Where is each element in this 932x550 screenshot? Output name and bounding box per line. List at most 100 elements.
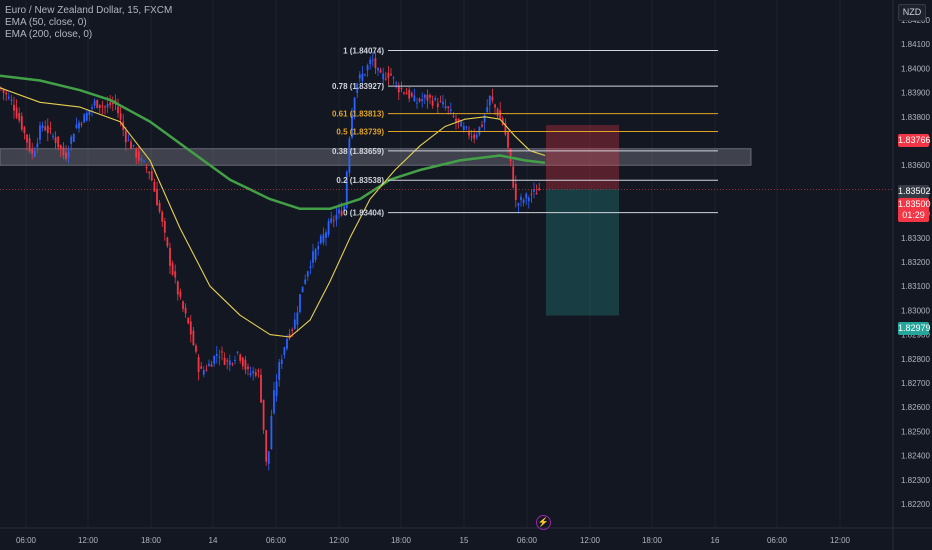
y-tick-label: 1.82800: [901, 355, 930, 364]
candle-body: [296, 312, 299, 325]
candle-body: [465, 126, 468, 128]
x-tick-label: 12:00: [78, 536, 99, 545]
y-tick-label: 1.83200: [901, 258, 930, 267]
candle-body: [169, 247, 171, 266]
candle-body: [283, 347, 286, 356]
candle-body: [371, 59, 374, 61]
candle-body: [15, 107, 18, 118]
candle-body: [317, 246, 320, 250]
candle-body: [78, 122, 80, 129]
candle-body: [286, 338, 288, 349]
candle-body: [104, 106, 106, 108]
candle-body: [249, 373, 252, 376]
candle-body: [327, 221, 330, 235]
candle-body: [46, 125, 49, 134]
candle-body: [403, 92, 405, 94]
candle-body: [75, 124, 78, 128]
candle-body: [176, 281, 179, 295]
ema200-line: [0, 74, 546, 211]
candle-body: [85, 112, 88, 121]
y-tick-label: 1.82500: [901, 427, 930, 436]
candle-body: [488, 95, 491, 106]
candle-body: [80, 123, 83, 125]
x-tick-label: 16: [711, 536, 720, 545]
candle-body: [275, 381, 278, 396]
ema200-legend[interactable]: EMA (200, close, 0): [5, 29, 93, 40]
candle-body: [538, 188, 541, 191]
symbol-label[interactable]: Euro / New Zealand Dollar, 15, FXCM: [5, 5, 173, 16]
x-tick-label: 12:00: [830, 536, 851, 545]
candle-body: [218, 356, 221, 358]
candle-body: [520, 196, 522, 201]
candle-body: [239, 354, 242, 361]
fib-retracement: 1 (1.84074) 0.78 (1.83927) 0.61 (1.83813) 0…: [332, 46, 718, 218]
candle-body: [382, 73, 385, 80]
candle-body: [483, 115, 486, 123]
candle-body: [2, 88, 5, 93]
candle-body: [62, 147, 65, 156]
candle-body: [109, 102, 112, 106]
candle-body: [410, 92, 413, 97]
x-tick-label: 12:00: [580, 536, 601, 545]
candle-body: [28, 138, 31, 152]
candle-body: [527, 197, 530, 202]
candle-body: [278, 362, 281, 380]
candle-body: [59, 145, 62, 149]
candle-body: [247, 366, 249, 370]
candle-body: [301, 286, 304, 293]
y-tick-label: 1.83100: [901, 282, 930, 291]
candle-body: [215, 354, 218, 357]
candle-body: [496, 108, 499, 117]
candle-body: [5, 92, 8, 95]
candle-body: [124, 131, 127, 143]
fib-level-label: 0.5 (1.83739): [336, 128, 384, 137]
candle-body: [447, 106, 450, 109]
currency-badge[interactable]: NZD: [898, 4, 926, 21]
candle-body: [304, 279, 307, 284]
candle-body: [72, 133, 75, 142]
candle-body: [202, 370, 205, 375]
candle-body: [182, 301, 184, 309]
stop-loss-zone: [546, 125, 619, 189]
candle-body: [499, 110, 502, 119]
x-tick-label: 18:00: [141, 536, 162, 545]
candle-body: [491, 96, 494, 101]
candle-body: [486, 106, 489, 112]
candle-body: [254, 372, 257, 376]
candle-body: [436, 103, 439, 108]
ema50-legend[interactable]: EMA (50, close, 0): [5, 17, 87, 28]
y-tick-label: 1.83800: [901, 113, 930, 122]
candle-body: [132, 145, 135, 147]
y-tick-label: 1.84000: [901, 64, 930, 73]
candle-body: [439, 101, 442, 103]
candle-body: [228, 360, 231, 366]
candle-body: [166, 237, 169, 247]
candle-body: [49, 127, 52, 129]
candle-body: [475, 134, 478, 138]
y-tick-label: 1.82300: [901, 476, 930, 485]
lightning-icon[interactable]: ⚡: [536, 515, 551, 530]
candle-body: [280, 359, 283, 365]
take-profit-price-tag: 1.82979: [898, 322, 931, 335]
entry-price-tag: 1.83502: [898, 185, 931, 198]
y-tick-label: 1.83000: [901, 306, 930, 315]
candle-body: [41, 125, 44, 128]
candle-body: [10, 99, 13, 101]
candle-body: [377, 68, 379, 71]
candle-body: [507, 131, 509, 148]
candle-body: [44, 126, 47, 131]
candle-body: [163, 220, 166, 233]
y-tick-label: 1.82600: [901, 403, 930, 412]
candle-body: [353, 97, 356, 115]
candle-body: [319, 235, 322, 244]
candle-body: [52, 135, 54, 137]
candle-body: [187, 317, 190, 324]
candle-body: [13, 104, 15, 111]
candle-body: [494, 104, 496, 108]
candle-body: [189, 321, 192, 335]
candle-body: [31, 149, 34, 154]
x-tick-label: 12:00: [329, 536, 350, 545]
candle-body: [111, 103, 114, 105]
candle-body: [153, 181, 156, 192]
